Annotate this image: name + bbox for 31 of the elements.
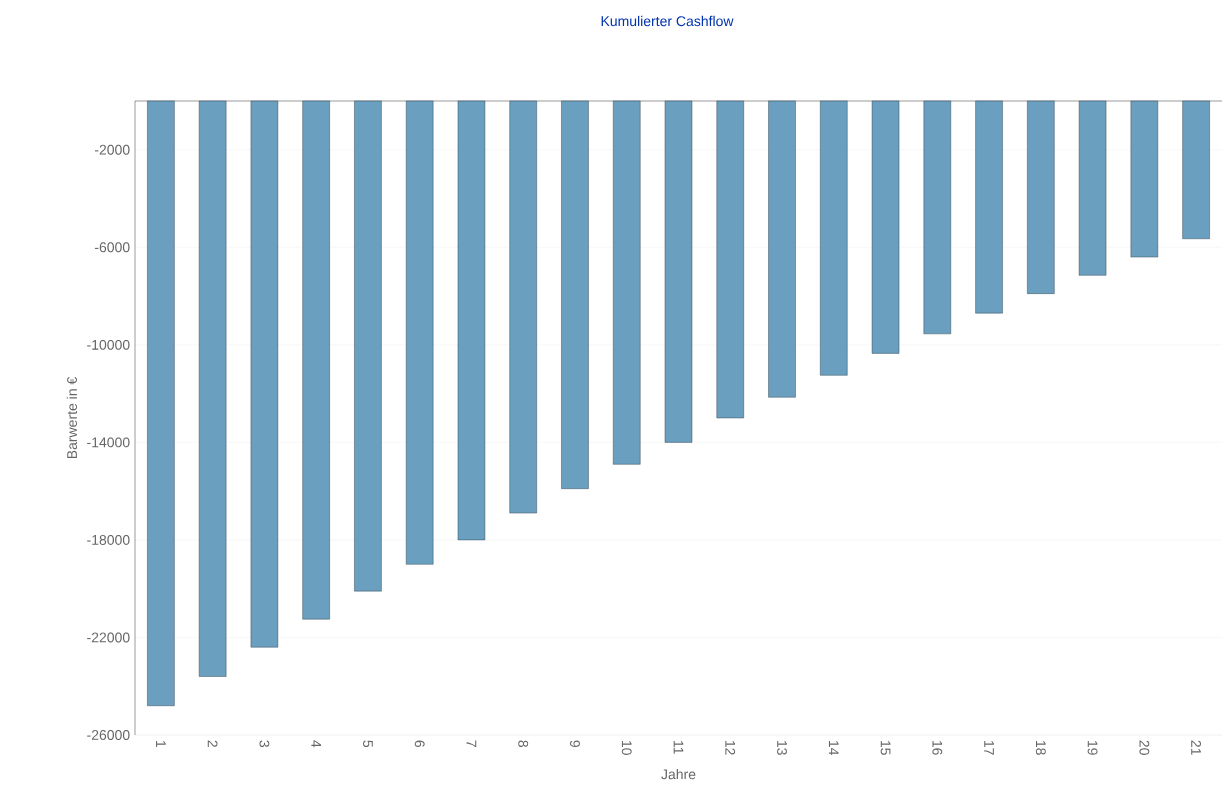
y-tick-label: -10000 <box>87 339 130 350</box>
x-tick-label: 17 <box>984 740 994 755</box>
x-tick-label: 16 <box>932 740 943 755</box>
x-tick-label: 20 <box>1139 740 1150 755</box>
x-tick-label: 2 <box>207 740 218 747</box>
x-tick-label: 7 <box>466 740 477 747</box>
x-tick-label: 1 <box>156 740 166 747</box>
x-tick-label: 18 <box>1035 740 1046 755</box>
x-tick-label: 15 <box>880 740 891 755</box>
x-tick-label: 21 <box>1191 740 1201 755</box>
x-tick-label: 10 <box>621 740 632 755</box>
y-tick-label: -14000 <box>87 437 130 448</box>
x-tick-label: 6 <box>414 740 425 748</box>
x-tick-label: 11 <box>673 740 684 754</box>
x-tick-label: 4 <box>311 740 321 748</box>
x-tick-label: 14 <box>828 740 839 756</box>
y-tick-label: -26000 <box>87 730 130 740</box>
x-tick-label: 3 <box>259 740 270 748</box>
y-axis-title: Barwerte in € <box>66 376 78 459</box>
x-tick-label: 19 <box>1087 740 1098 755</box>
x-tick-label: 9 <box>570 740 580 747</box>
x-tick-label: 8 <box>518 740 529 748</box>
y-tick-label: -6000 <box>94 242 130 253</box>
x-tick-label: 12 <box>725 740 736 755</box>
chart-title: Kumulierter Cashflow <box>601 15 734 27</box>
y-tick-label: -2000 <box>94 144 130 155</box>
y-tick-label: -18000 <box>87 534 130 545</box>
x-axis-title: Jahre <box>661 768 696 780</box>
x-tick-label: 5 <box>363 740 373 748</box>
x-tick-label: 13 <box>777 740 787 755</box>
y-tick-label: -22000 <box>87 632 130 643</box>
